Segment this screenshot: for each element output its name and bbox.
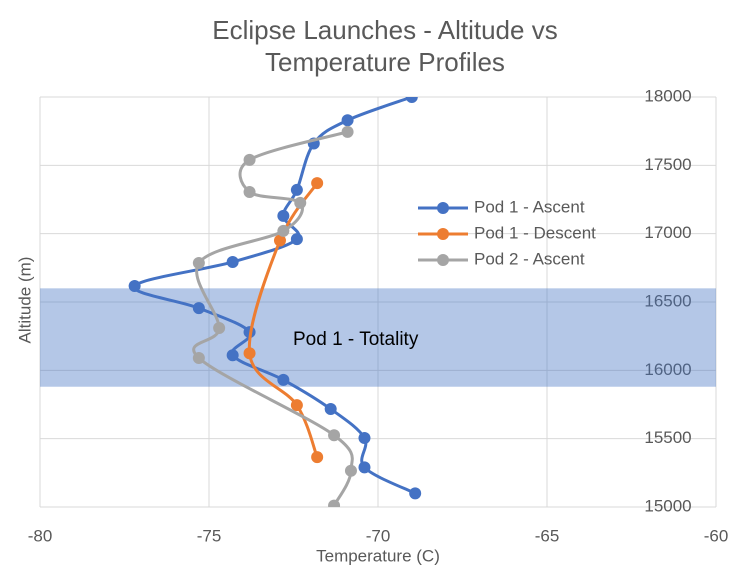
data-point	[273, 234, 286, 247]
data-point	[358, 461, 371, 474]
data-point	[328, 499, 341, 507]
data-point	[192, 352, 205, 365]
data-point	[277, 224, 290, 237]
data-point	[405, 97, 418, 103]
legend-label: Pod 2 - Ascent	[474, 249, 585, 268]
x-tick-label: -60	[704, 526, 729, 545]
x-tick-label: -70	[366, 526, 391, 545]
data-point	[324, 403, 337, 416]
chart-title: Eclipse Launches - Altitude vs Temperatu…	[212, 15, 558, 77]
data-point	[311, 177, 324, 190]
data-point	[358, 431, 371, 444]
data-point	[409, 487, 422, 500]
legend-label: Pod 1 - Descent	[474, 223, 596, 242]
data-point	[192, 302, 205, 315]
data-point	[344, 464, 357, 477]
x-tick-label: -75	[197, 526, 222, 545]
data-point	[290, 183, 303, 196]
data-point	[277, 373, 290, 386]
legend-marker	[437, 202, 449, 214]
legend-marker	[437, 228, 449, 240]
x-axis-title: Temperature (C)	[316, 546, 440, 565]
data-point	[290, 233, 303, 246]
data-point	[213, 321, 226, 334]
data-point	[290, 399, 303, 412]
data-point	[328, 429, 341, 442]
data-point	[341, 125, 354, 138]
series-layer	[128, 97, 422, 507]
x-tick-label: -80	[28, 526, 53, 545]
y-tick-label: 15500	[644, 428, 691, 447]
data-point	[294, 196, 307, 209]
data-point	[243, 347, 256, 360]
data-point	[311, 451, 324, 464]
series-line	[133, 97, 416, 495]
data-point	[243, 185, 256, 198]
y-tick-label: 18000	[644, 86, 691, 105]
data-point	[192, 257, 205, 270]
y-tick-label: 16000	[644, 360, 691, 379]
y-axis-title: Altitude (m)	[15, 257, 34, 344]
totality-band	[40, 288, 716, 387]
band-label: Pod 1 - Totality	[293, 329, 419, 350]
data-point	[341, 114, 354, 127]
legend-marker	[437, 254, 449, 266]
x-tick-label: -65	[535, 526, 560, 545]
y-tick-label: 17000	[644, 223, 691, 242]
data-point	[128, 280, 141, 293]
data-point	[243, 153, 256, 166]
y-tick-label: 17500	[644, 155, 691, 174]
y-tick-label: 16500	[644, 291, 691, 310]
data-point	[226, 349, 239, 362]
data-point	[277, 209, 290, 222]
y-tick-label: 15000	[644, 496, 691, 515]
data-point	[226, 255, 239, 268]
legend-label: Pod 1 - Ascent	[474, 197, 585, 216]
